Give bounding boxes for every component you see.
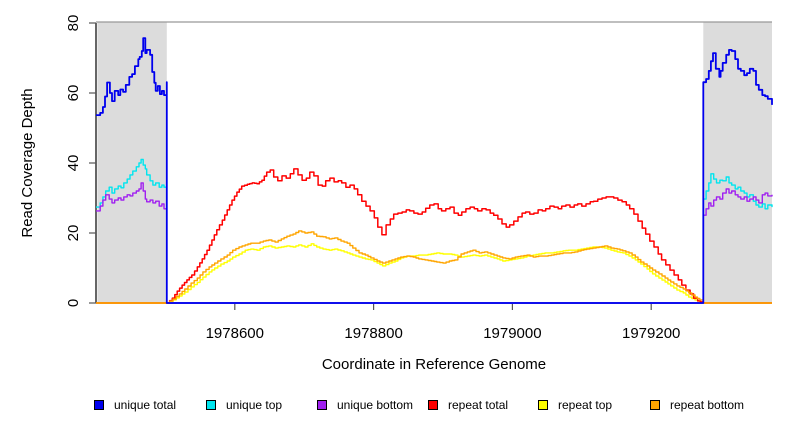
x-tick-label: 1978600 (206, 325, 264, 342)
y-tick-label: 40 (65, 155, 82, 172)
legend-swatch (94, 400, 104, 410)
y-tick-label: 0 (65, 299, 82, 307)
x-tick-label: 1979000 (483, 325, 541, 342)
legend-swatch (206, 400, 216, 410)
y-tick-label: 80 (65, 15, 82, 32)
legend-swatch (650, 400, 660, 410)
legend-item-repeat-bottom: repeat bottom (650, 397, 744, 413)
legend-label: unique top (226, 398, 283, 412)
y-tick-label: 20 (65, 225, 82, 242)
legend-label: repeat bottom (670, 398, 745, 412)
shaded-region (97, 22, 167, 303)
legend-item-repeat-top: repeat top (538, 397, 612, 413)
legend-item-unique-top: unique top (206, 397, 282, 413)
legend-label: unique total (114, 398, 177, 412)
legend-label: repeat total (448, 398, 509, 412)
legend-item-unique-bottom: unique bottom (317, 397, 413, 413)
legend-item-repeat-total: repeat total (428, 397, 508, 413)
series-repeat-top (96, 243, 772, 304)
y-tick-label: 60 (65, 85, 82, 102)
x-tick-label: 1978800 (344, 325, 402, 342)
x-tick-label: 1979200 (622, 325, 680, 342)
legend-item-unique-total: unique total (94, 397, 176, 413)
legend: unique total unique top unique bottom repea… (0, 397, 792, 415)
legend-swatch (428, 400, 438, 410)
x-axis-label: Coordinate in Reference Genome (321, 356, 547, 373)
legend-label: unique bottom (337, 398, 414, 412)
legend-label: repeat top (558, 398, 613, 412)
series-unique-total (96, 37, 773, 304)
legend-swatch (538, 400, 548, 410)
series-repeat-total (96, 168, 772, 304)
y-axis-label: Read Coverage Depth (19, 88, 36, 238)
series-repeat-bottom (96, 230, 772, 304)
legend-swatch (317, 400, 327, 410)
